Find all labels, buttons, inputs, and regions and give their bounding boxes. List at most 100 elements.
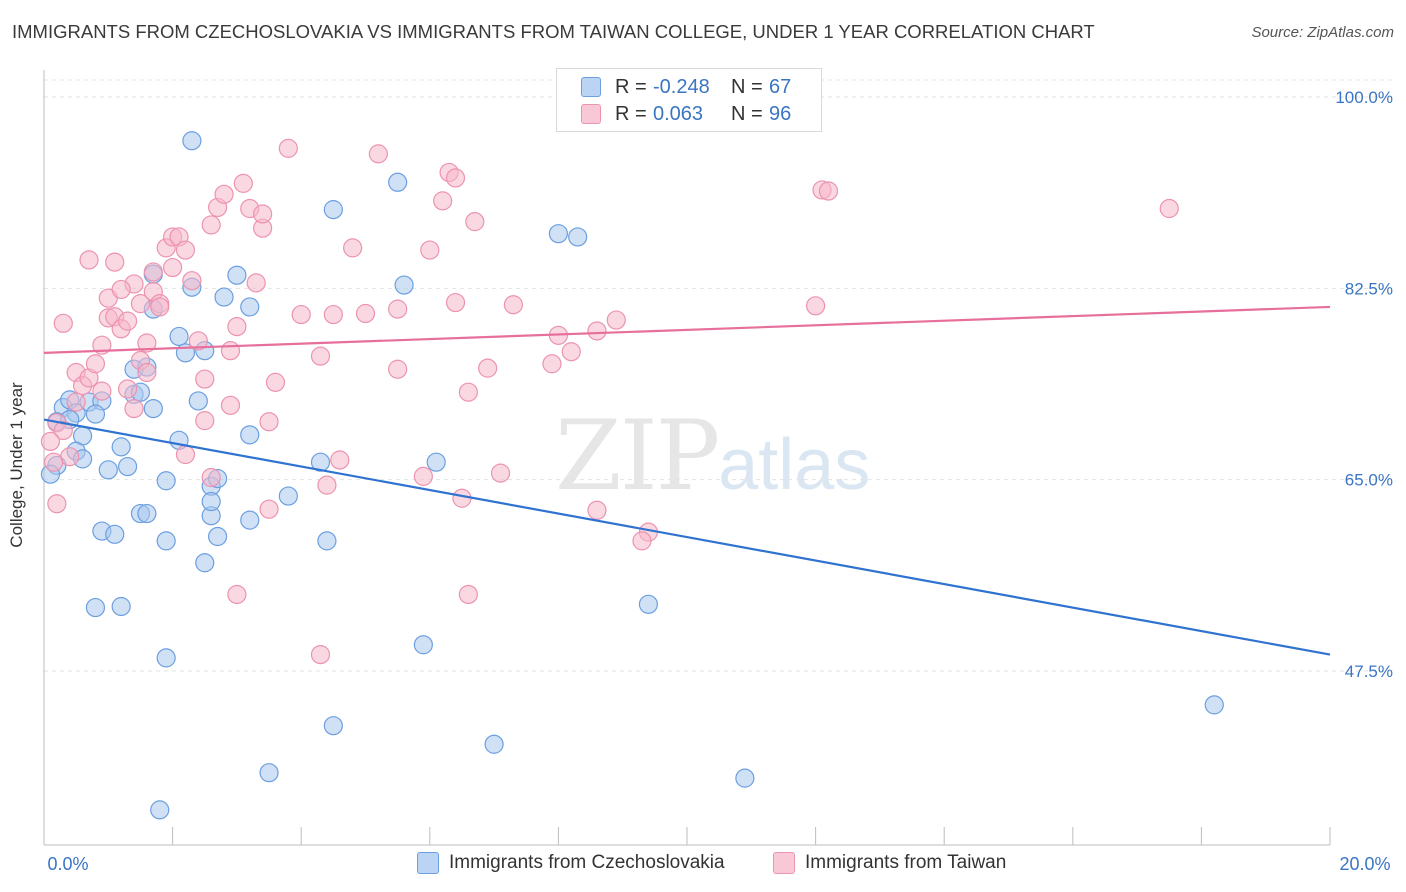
point-czechoslovakia — [227, 265, 247, 285]
point-taiwan — [343, 238, 363, 258]
point-taiwan — [137, 333, 157, 353]
point-czechoslovakia — [323, 200, 343, 220]
point-taiwan — [310, 644, 331, 665]
point-czechoslovakia — [240, 425, 260, 445]
point-taiwan — [818, 181, 839, 201]
point-czechoslovakia — [214, 287, 234, 307]
point-taiwan — [259, 499, 279, 519]
point-taiwan — [433, 191, 453, 211]
watermark-zip: ZIP — [555, 400, 720, 512]
point-czechoslovakia — [426, 452, 446, 472]
point-taiwan — [227, 584, 247, 605]
point-taiwan — [85, 354, 106, 374]
point-czechoslovakia — [169, 326, 189, 347]
point-taiwan — [111, 279, 131, 300]
point-czechoslovakia — [85, 597, 106, 618]
point-taiwan — [1159, 198, 1179, 219]
point-taiwan — [388, 299, 408, 319]
point-taiwan — [317, 475, 337, 495]
point-taiwan — [445, 292, 466, 313]
legend-swatch-blue — [417, 852, 439, 874]
legend-swatch-pink — [773, 852, 795, 874]
chart-source: Source: ZipAtlas.com — [1251, 24, 1394, 41]
point-czechoslovakia — [150, 800, 170, 820]
point-taiwan — [60, 447, 80, 467]
legend-row-taiwan: R = 0.063 N = 96 — [581, 101, 791, 127]
point-czechoslovakia — [1204, 695, 1224, 715]
point-taiwan — [587, 500, 607, 520]
point-taiwan — [490, 463, 511, 483]
point-czechoslovakia — [394, 275, 414, 295]
point-taiwan — [503, 295, 523, 315]
point-taiwan — [117, 311, 138, 331]
x-tick-label: 20.0% — [1339, 854, 1390, 874]
point-taiwan — [195, 369, 215, 389]
point-czechoslovakia — [156, 471, 176, 491]
point-taiwan — [587, 321, 607, 341]
point-czechoslovakia — [413, 635, 433, 655]
point-czechoslovakia — [137, 503, 157, 524]
legend-n-label: N = — [731, 75, 763, 98]
legend-r-label: R = — [615, 75, 647, 98]
point-taiwan — [413, 466, 433, 486]
point-taiwan — [175, 240, 196, 260]
point-taiwan — [92, 381, 112, 401]
point-czechoslovakia — [111, 437, 131, 457]
legend-swatch-pink — [581, 104, 601, 124]
point-czechoslovakia — [98, 460, 118, 480]
point-taiwan — [53, 420, 73, 441]
y-axis-label: College, Under 1 year — [7, 382, 26, 548]
point-czechoslovakia — [548, 224, 569, 244]
x-tick-label: 0.0% — [47, 854, 88, 874]
point-taiwan — [220, 341, 241, 361]
point-czechoslovakia — [323, 716, 343, 736]
trend-line-czechoslovakia — [43, 418, 1331, 656]
point-czechoslovakia — [735, 768, 755, 788]
point-czechoslovakia — [208, 526, 228, 547]
watermark: ZIPatlas — [555, 400, 870, 512]
point-taiwan — [265, 372, 286, 392]
point-czechoslovakia — [240, 510, 260, 530]
point-taiwan — [632, 531, 652, 551]
legend-n-value: 67 — [769, 75, 792, 98]
point-taiwan — [805, 296, 826, 316]
trend-line-taiwan — [43, 305, 1331, 354]
point-taiwan — [227, 317, 247, 337]
legend-swatch-blue — [581, 77, 601, 97]
point-taiwan — [195, 411, 215, 431]
legend-r-value: -0.248 — [653, 75, 710, 98]
point-taiwan — [117, 379, 138, 399]
point-czechoslovakia — [111, 596, 131, 617]
point-taiwan — [44, 452, 64, 472]
point-czechoslovakia — [117, 456, 138, 477]
point-czechoslovakia — [259, 763, 279, 783]
point-czechoslovakia — [105, 524, 125, 544]
point-taiwan — [445, 168, 466, 188]
point-czechoslovakia — [188, 391, 208, 411]
point-czechoslovakia — [278, 486, 298, 506]
legend-item-taiwan[interactable]: Immigrants from Taiwan — [773, 852, 1006, 874]
point-taiwan — [465, 212, 485, 232]
point-taiwan — [79, 250, 99, 270]
point-czechoslovakia — [484, 734, 504, 754]
watermark-atlas: atlas — [718, 425, 871, 505]
point-taiwan — [278, 138, 298, 158]
point-taiwan — [388, 359, 408, 379]
point-taiwan — [355, 303, 376, 324]
legend-label-czechoslovakia: Immigrants from Czechoslovakia — [449, 852, 725, 873]
point-taiwan — [606, 310, 626, 330]
series-legend: Immigrants from Czechoslovakia Immigrant… — [0, 852, 1406, 878]
correlation-legend: R = -0.248 N = 67 R = 0.063 N = 96 — [556, 68, 822, 132]
point-taiwan — [220, 395, 241, 415]
point-taiwan — [175, 444, 196, 465]
point-czechoslovakia — [317, 531, 337, 551]
point-taiwan — [259, 412, 279, 432]
point-taiwan — [330, 450, 350, 470]
point-czechoslovakia — [195, 553, 215, 573]
legend-item-czechoslovakia[interactable]: Immigrants from Czechoslovakia — [417, 852, 725, 874]
point-taiwan — [201, 467, 221, 488]
legend-label-taiwan: Immigrants from Taiwan — [805, 852, 1007, 873]
point-taiwan — [233, 173, 253, 193]
point-taiwan — [368, 144, 388, 164]
y-tick-label: 100.0% — [1335, 88, 1393, 107]
